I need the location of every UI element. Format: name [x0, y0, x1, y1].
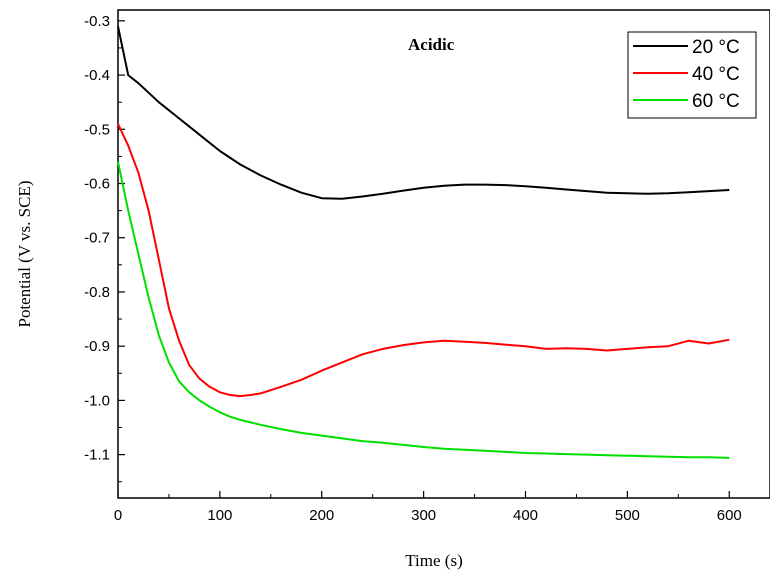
y-tick-label: -1.1: [84, 447, 110, 464]
plot-frame: [117, 9, 770, 499]
legend: 20 °C 40 °C 60 °C: [627, 31, 757, 119]
y-tick-label: -0.7: [84, 230, 110, 247]
y-tick-label: -0.9: [84, 338, 110, 355]
legend-entry: 40 °C: [692, 64, 740, 85]
y-tick-label: -0.3: [84, 13, 110, 30]
x-axis-label: Time (s): [405, 551, 462, 570]
y-tick-label: -0.5: [84, 121, 110, 138]
series-line: [117, 123, 730, 398]
legend-entry: 60 °C: [692, 91, 740, 112]
legend-entry: 20 °C: [692, 37, 740, 58]
series-lines: [117, 26, 730, 459]
y-tick-label: -0.6: [84, 176, 110, 193]
x-tick-label: 600: [717, 507, 742, 524]
axis-ticks: 0 100 200 300 400 500 600 -0.3 -0.4 -0.5 -0.6 -0.7 -…: [84, 13, 742, 524]
x-tick-label: 300: [411, 507, 436, 524]
x-tick-label: 200: [309, 507, 334, 524]
acidic-annotation: Acidic: [408, 35, 455, 54]
x-tick-label: 400: [513, 507, 538, 524]
y-tick-label: -0.4: [84, 67, 110, 84]
series-line: [117, 161, 730, 459]
x-tick-label: 500: [615, 507, 640, 524]
x-tick-label: 0: [114, 507, 122, 524]
y-tick-label: -0.8: [84, 284, 110, 301]
y-axis-label: Potential (V vs. SCE): [15, 180, 34, 327]
series-line: [117, 26, 730, 200]
x-tick-label: 100: [207, 507, 232, 524]
y-tick-label: -1.0: [84, 392, 110, 409]
